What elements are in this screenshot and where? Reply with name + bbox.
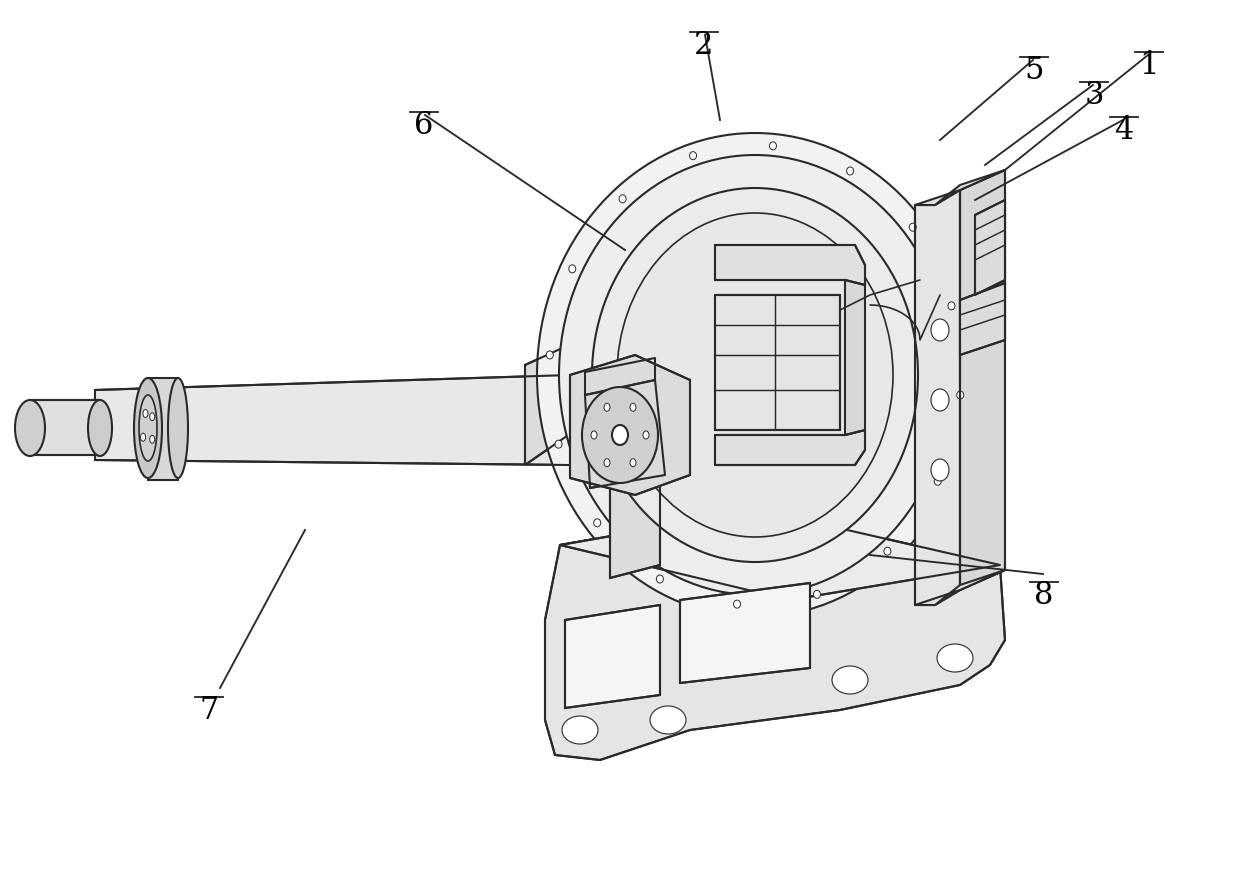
Ellipse shape: [167, 378, 188, 478]
Ellipse shape: [537, 133, 973, 617]
Ellipse shape: [957, 391, 963, 399]
Text: 7: 7: [200, 695, 218, 726]
Polygon shape: [546, 510, 1004, 760]
Ellipse shape: [934, 477, 941, 485]
Ellipse shape: [770, 142, 776, 150]
Ellipse shape: [562, 716, 598, 744]
Ellipse shape: [937, 644, 973, 672]
Ellipse shape: [847, 167, 853, 175]
Ellipse shape: [150, 413, 155, 420]
Polygon shape: [960, 170, 1004, 590]
Polygon shape: [585, 358, 655, 395]
Ellipse shape: [832, 666, 868, 694]
Polygon shape: [148, 378, 179, 480]
Ellipse shape: [630, 403, 636, 412]
Polygon shape: [95, 375, 570, 465]
Ellipse shape: [613, 425, 627, 445]
Text: 3: 3: [1084, 80, 1104, 111]
Polygon shape: [715, 430, 866, 465]
Polygon shape: [610, 475, 660, 578]
Ellipse shape: [734, 600, 740, 608]
Ellipse shape: [88, 400, 112, 456]
Text: 1: 1: [1140, 50, 1158, 81]
Polygon shape: [915, 570, 1004, 605]
Ellipse shape: [618, 213, 893, 537]
Polygon shape: [844, 280, 866, 435]
Text: 8: 8: [1034, 580, 1054, 611]
Ellipse shape: [559, 155, 951, 595]
Polygon shape: [715, 245, 866, 285]
Ellipse shape: [619, 194, 626, 203]
Ellipse shape: [931, 319, 949, 341]
Ellipse shape: [947, 302, 955, 310]
Ellipse shape: [644, 431, 649, 439]
Ellipse shape: [591, 188, 918, 562]
Ellipse shape: [931, 459, 949, 481]
Polygon shape: [915, 170, 1004, 205]
Polygon shape: [960, 283, 1004, 355]
Ellipse shape: [15, 400, 45, 456]
Polygon shape: [585, 380, 665, 488]
Text: 4: 4: [1115, 115, 1133, 146]
Text: 2: 2: [694, 30, 714, 61]
Ellipse shape: [582, 387, 658, 483]
Ellipse shape: [650, 706, 686, 734]
Polygon shape: [715, 295, 839, 430]
Ellipse shape: [813, 590, 821, 598]
Text: 6: 6: [414, 110, 434, 141]
Ellipse shape: [139, 395, 157, 461]
Ellipse shape: [656, 575, 663, 583]
Polygon shape: [915, 190, 960, 605]
Ellipse shape: [143, 409, 148, 418]
Polygon shape: [570, 355, 689, 495]
Ellipse shape: [884, 548, 890, 555]
Ellipse shape: [134, 378, 162, 478]
Ellipse shape: [591, 431, 596, 439]
Polygon shape: [30, 400, 100, 455]
Polygon shape: [565, 605, 660, 708]
Ellipse shape: [594, 519, 600, 526]
Polygon shape: [560, 510, 999, 600]
Ellipse shape: [604, 459, 610, 467]
Ellipse shape: [604, 403, 610, 412]
Polygon shape: [680, 583, 810, 683]
Polygon shape: [975, 200, 1004, 295]
Ellipse shape: [909, 223, 916, 231]
Text: 5: 5: [1024, 55, 1044, 86]
Ellipse shape: [547, 351, 553, 359]
Polygon shape: [525, 340, 590, 465]
Ellipse shape: [150, 435, 155, 443]
Ellipse shape: [556, 440, 562, 449]
Ellipse shape: [931, 389, 949, 411]
Ellipse shape: [140, 433, 145, 442]
Ellipse shape: [689, 152, 697, 159]
Ellipse shape: [569, 265, 575, 272]
Ellipse shape: [630, 459, 636, 467]
